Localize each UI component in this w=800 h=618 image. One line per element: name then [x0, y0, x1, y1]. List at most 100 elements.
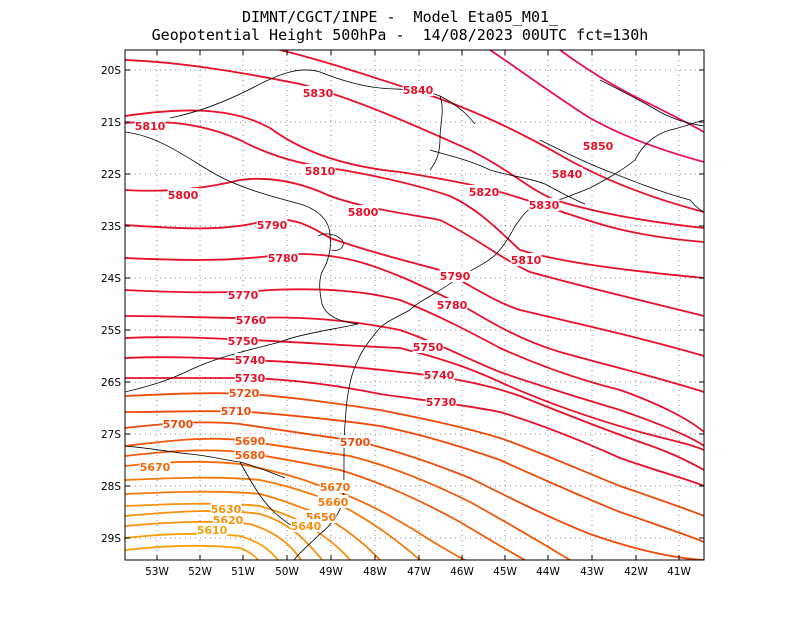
- contour-5740: [125, 356, 704, 471]
- contour-label: 5840: [552, 168, 583, 181]
- contour-label-bg: [423, 368, 455, 381]
- lat-label: 21S: [101, 117, 121, 129]
- contour-label: 5750: [413, 341, 444, 354]
- contour-5810: [125, 120, 704, 279]
- state-border-4: [429, 149, 586, 205]
- contour-label: 5780: [268, 252, 299, 265]
- contour-label: 5750: [228, 335, 259, 348]
- state-border-5: [429, 95, 443, 171]
- contour-label: 5780: [437, 299, 468, 312]
- contour-5610: [125, 532, 279, 560]
- lat-label: 28S: [101, 481, 121, 493]
- contour-label-bg: [139, 460, 171, 473]
- contour-label-bg: [234, 434, 266, 447]
- contour-label-bg: [256, 218, 288, 231]
- contour-label: 5800: [168, 189, 199, 202]
- lon-label: 45W: [493, 566, 517, 578]
- lat-label: 27S: [101, 429, 121, 441]
- coastlines-borders: [125, 69, 704, 560]
- contour-5630: [125, 510, 323, 560]
- contour-label-bg: [227, 288, 259, 301]
- contour-5840: [279, 50, 704, 213]
- contour-label-bg: [212, 513, 244, 526]
- contour-label: 5810: [305, 165, 336, 178]
- contour-label-bg: [227, 334, 259, 347]
- contour-label: 5810: [135, 120, 166, 133]
- contour-label: 5690: [235, 435, 266, 448]
- lon-label: 49W: [319, 566, 343, 578]
- contour-label-bg: [196, 523, 228, 536]
- contour-label-bg: [412, 340, 444, 353]
- contour-label: 5720: [229, 387, 260, 400]
- contour-label: 5830: [529, 199, 560, 212]
- state-border-8: [599, 79, 704, 127]
- contour-labels: 5840 5830 5810 5850 5810 5840 5820 5800 5830 5800…: [134, 83, 614, 537]
- contour-label-bg: [134, 119, 166, 132]
- title-line-1: DIMNT/CGCT/INPE - Model Eta05_M01_: [241, 8, 559, 26]
- lon-label: 52W: [188, 566, 212, 578]
- contour-label: 5770: [228, 289, 259, 302]
- plot-frame: [124, 49, 705, 561]
- contour-label: 5630: [211, 503, 242, 516]
- contour-label-bg: [317, 495, 349, 508]
- contour-label: 5740: [235, 354, 266, 367]
- contour-label-bg: [228, 386, 260, 399]
- contour-5700: [125, 421, 704, 560]
- contour-lines: [125, 50, 704, 560]
- latitude-axis: 20S 21S 22S 23S 24S 25S 26S 27S 28S 29S: [101, 65, 121, 545]
- contour-label-bg: [220, 404, 252, 417]
- contour-label: 5760: [236, 314, 267, 327]
- contour-label-bg: [302, 86, 334, 99]
- contour-label: 5670: [320, 481, 351, 494]
- contour-label: 5660: [318, 496, 349, 509]
- contour-label: 5710: [221, 405, 252, 418]
- contour-5800: [125, 177, 704, 317]
- lon-label: 46W: [450, 566, 474, 578]
- lon-label: 41W: [667, 566, 691, 578]
- contour-label: 5790: [257, 219, 288, 232]
- contour-label-bg: [234, 448, 266, 461]
- contour-label: 5700: [340, 436, 371, 449]
- contour-label: 5740: [424, 369, 455, 382]
- contour-label-bg: [528, 198, 560, 211]
- contour-5690: [125, 437, 571, 560]
- contour-label-bg: [402, 83, 434, 96]
- contour-5820: [125, 109, 704, 243]
- contour-label: 5700: [163, 418, 194, 431]
- contour-label-bg: [267, 251, 299, 264]
- contour-5620: [125, 520, 302, 560]
- lon-label: 53W: [145, 566, 169, 578]
- lon-label: 48W: [363, 566, 387, 578]
- contour-5660: [125, 476, 421, 560]
- contour-label: 5850: [583, 140, 614, 153]
- contour-5790: [125, 218, 704, 357]
- lon-label: 42W: [624, 566, 648, 578]
- contour-label: 5820: [469, 186, 500, 199]
- contour-5830: [125, 59, 704, 229]
- contour-label-bg: [439, 269, 471, 282]
- contour-5640: [125, 502, 351, 560]
- contour-label: 5670: [140, 461, 171, 474]
- contour-label: 5840: [403, 84, 434, 97]
- lat-label: 24S: [101, 273, 121, 285]
- state-border-7: [239, 461, 293, 527]
- contour-label: 5830: [303, 87, 334, 100]
- lat-label: 29S: [101, 533, 121, 545]
- contour-label-bg: [167, 188, 199, 201]
- axis-ticks: [125, 50, 704, 560]
- contour-label-bg: [235, 313, 267, 326]
- coastline: [293, 119, 704, 560]
- contour-label-bg: [425, 395, 457, 408]
- lat-label: 20S: [101, 65, 121, 77]
- longitude-axis: 53W 52W 51W 50W 49W 48W 47W 46W 45W 44W 43W 42W 41W: [145, 566, 691, 578]
- contour-label-bg: [436, 298, 468, 311]
- contour-label-bg: [162, 417, 194, 430]
- contour-5780: [125, 253, 704, 393]
- contour-5650: [125, 490, 381, 560]
- contour-label-bg: [468, 185, 500, 198]
- contour-label: 5730: [426, 396, 457, 409]
- contour-5670: [125, 460, 466, 560]
- contour-5680: [125, 449, 526, 560]
- state-border-6: [125, 445, 286, 479]
